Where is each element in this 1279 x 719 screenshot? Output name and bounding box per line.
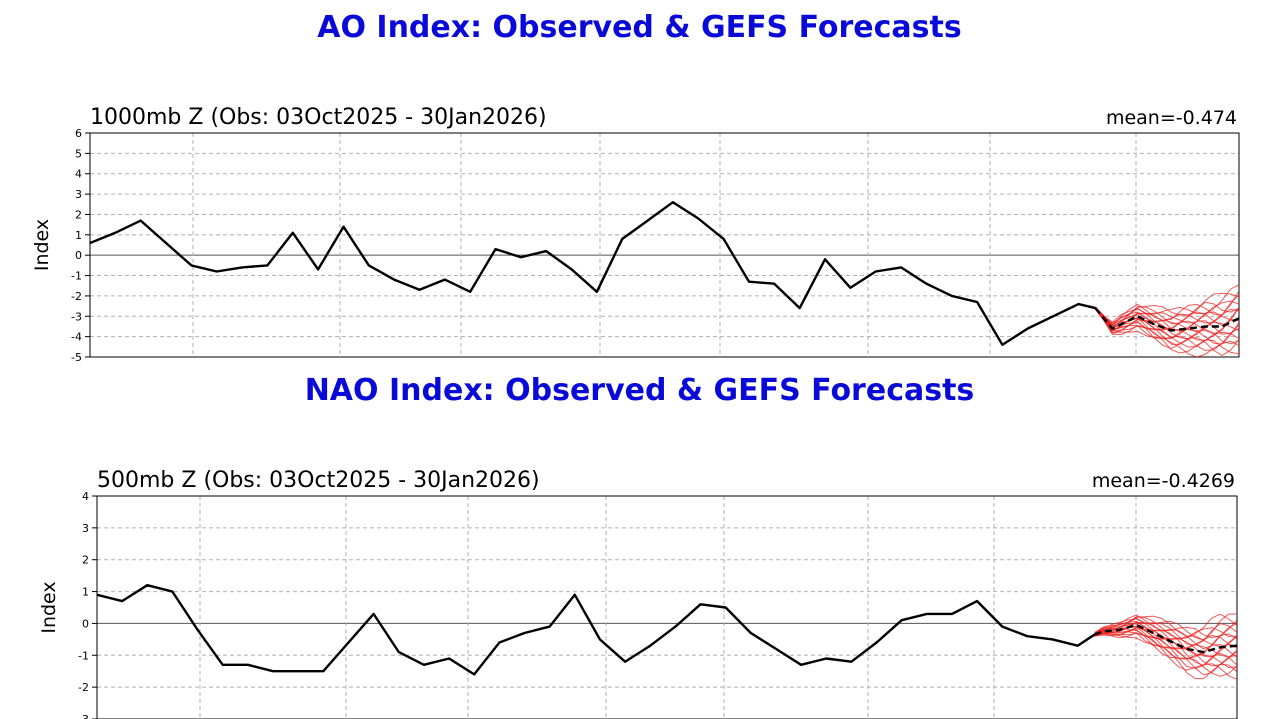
ao-subtitle: 1000mb Z (Obs: 03Oct2025 - 30Jan2026) <box>90 105 547 130</box>
ao-ytick-label: 6 <box>75 127 82 140</box>
ao-ytick-label: -5 <box>71 351 82 364</box>
ao-ensemble-member-line <box>1095 307 1239 339</box>
nao-ensemble-member-line <box>1094 614 1237 639</box>
ao-ensemble-member-line <box>1095 290 1239 326</box>
ao-ensemble-mean-line <box>1094 307 1239 332</box>
nao-observed-line <box>97 584 1096 676</box>
ao-ensemble-member-line <box>1095 292 1239 324</box>
nao-ensemble-member-line <box>1094 616 1237 640</box>
nao-mean-annotation: mean=-0.4269 <box>1092 470 1235 492</box>
ao-ytick-label: -2 <box>71 290 82 303</box>
ao-plot-frame <box>89 132 1240 358</box>
ao-ytick-label: 4 <box>75 168 82 181</box>
ao-ytick-label: 5 <box>75 147 82 160</box>
ao-ytick-label: -3 <box>71 310 82 323</box>
nao-subtitle: 500mb Z (Obs: 03Oct2025 - 30Jan2026) <box>97 468 540 493</box>
ao-ytick-label: 0 <box>75 249 82 262</box>
ao-observed-line <box>90 200 1096 346</box>
nao-ytick-label: -3 <box>78 713 89 719</box>
nao-ylabel: Index <box>38 581 60 633</box>
nao-ytick-label: -2 <box>78 681 89 694</box>
nao-ytick-label: 3 <box>82 522 89 535</box>
ao-ytick-label: -1 <box>71 270 82 283</box>
ao-ensemble-member-line <box>1095 300 1239 326</box>
nao-ensemble-member-line <box>1094 632 1237 680</box>
nao-ensemble-members <box>1094 613 1237 680</box>
nao-ensemble-member-line <box>1094 621 1237 658</box>
ao-ensemble-member-line <box>1095 284 1239 323</box>
ao-ytick-label: 3 <box>75 188 82 201</box>
ao-mean-annotation: mean=-0.474 <box>1106 107 1237 129</box>
nao-chart-title: NAO Index: Observed & GEFS Forecasts <box>304 373 975 408</box>
nao-ensemble-member-line <box>1094 621 1237 646</box>
nao-ytick-label: 2 <box>82 554 89 567</box>
ao-ytick-label: 2 <box>75 208 82 221</box>
ao-chart-title: AO Index: Observed & GEFS Forecasts <box>317 10 962 45</box>
ao-ensemble-member-line <box>1095 301 1239 328</box>
nao-ensemble-mean-line <box>1094 623 1237 654</box>
ao-ytick-label: -4 <box>71 331 82 344</box>
nao-plot-frame <box>96 495 1238 719</box>
ao-ensemble-member-line <box>1094 308 1239 355</box>
nao-ytick-label: 4 <box>82 490 89 503</box>
nao-ytick-label: 0 <box>82 617 89 630</box>
nao-ensemble-member-line <box>1094 613 1237 638</box>
ao-ylabel: Index <box>31 219 53 271</box>
nao-ytick-label: -1 <box>78 649 89 662</box>
nao-ytick-label: 1 <box>82 586 89 599</box>
ao-ytick-label: 1 <box>75 229 82 242</box>
